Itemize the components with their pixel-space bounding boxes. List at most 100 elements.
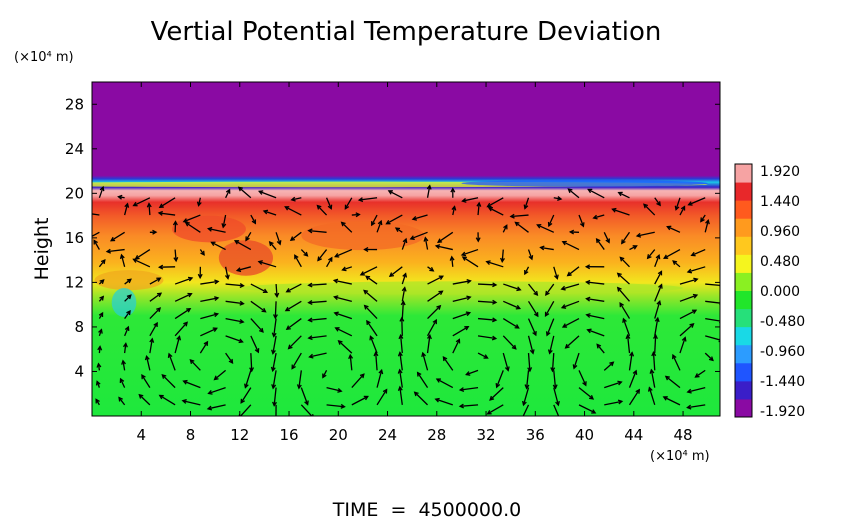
vector-arrow (578, 214, 584, 227)
vector-arrow (462, 197, 479, 202)
vector-arrow (596, 238, 605, 250)
vector-arrowhead (436, 304, 442, 310)
vector-arrow (149, 292, 162, 302)
vector-arrow (436, 378, 454, 389)
vector-arrowhead (708, 356, 714, 362)
vector-arrowhead (674, 205, 680, 211)
vector-arrow (603, 232, 610, 243)
vector-arrowhead (432, 318, 437, 325)
vector-arrow (208, 228, 226, 233)
vector-arrow (654, 271, 663, 285)
vector-arrowhead (382, 388, 388, 394)
vector-arrow (369, 336, 378, 354)
vector-arrowhead (686, 268, 693, 274)
vector-arrowhead (98, 328, 103, 334)
vector-arrow (417, 372, 429, 388)
vector-arrow (225, 352, 234, 364)
vector-arrow (200, 313, 218, 320)
vector-arrow (399, 335, 403, 354)
vector-arrowhead (394, 227, 401, 232)
vector-arrow (200, 280, 219, 285)
vector-arrowhead (333, 311, 339, 317)
vector-arrow (245, 231, 252, 241)
vector-arrowhead (126, 278, 132, 284)
vector-arrowhead (359, 271, 365, 276)
vector-arrow (222, 214, 227, 228)
vector-arrow (119, 378, 126, 388)
vector-arrowhead (328, 256, 333, 262)
colorbar: 1.920 1.440 0.960 0.480 0.000 -0.480 -0.960 -1.… (734, 163, 805, 420)
vector-arrow (687, 266, 706, 273)
vector-arrowhead (409, 235, 415, 240)
vector-arrow (344, 197, 353, 210)
vector-arrowhead (337, 387, 343, 393)
vector-arrow (290, 231, 302, 241)
vector-arrowhead (274, 419, 278, 423)
vector-arrow (622, 318, 631, 337)
vector-arrow (225, 189, 231, 199)
vector-arrow (567, 266, 580, 277)
vector-arrow (587, 188, 605, 199)
vector-arrowhead (284, 306, 290, 312)
vector-arrowhead (438, 290, 444, 296)
vector-arrow (604, 381, 622, 389)
vector-arrowhead (560, 285, 566, 291)
vector-arrowhead (233, 240, 240, 245)
vector-arrow (349, 355, 353, 371)
vector-arrow (687, 386, 706, 393)
vector-arrow (273, 318, 277, 337)
vector-arrowhead (187, 276, 194, 282)
vector-arrowhead (464, 325, 470, 331)
vector-arrowhead (486, 410, 492, 415)
vector-arrow (679, 294, 698, 302)
colorbar-label: -1.440 (760, 374, 805, 390)
vector-arrow (437, 231, 454, 243)
vector-arrowhead (529, 349, 535, 355)
vector-arrowhead (656, 299, 662, 306)
vector-arrow (688, 197, 706, 206)
vector-arrow (214, 369, 227, 380)
vector-arrow (98, 186, 104, 199)
colorbar-swatch (735, 344, 752, 364)
vector-arrow (275, 232, 281, 245)
vector-arrowhead (334, 253, 340, 258)
vector-arrow (326, 386, 342, 392)
y-tick-label: 20 (65, 184, 84, 202)
vector-arrow (388, 190, 403, 199)
x-tick-label: 48 (674, 426, 693, 444)
vector-arrow (636, 231, 655, 237)
vector-arrow (325, 197, 332, 209)
vector-arrowhead (649, 368, 655, 374)
vector-arrow (386, 214, 403, 225)
vector-arrow (679, 323, 694, 337)
vector-arrow (679, 309, 697, 320)
vector-arrow (573, 352, 580, 369)
y-tick-label: 8 (74, 318, 84, 336)
vector-arrowhead (348, 353, 354, 360)
vector-arrowhead (585, 296, 591, 302)
vector-arrowhead (528, 255, 534, 261)
vector-arrowhead (700, 217, 705, 223)
vector-arrow (182, 400, 201, 406)
vector-arrow (275, 284, 278, 297)
vector-arrow (652, 352, 656, 371)
vector-arrowhead (413, 391, 419, 397)
vector-arrowhead (402, 237, 408, 244)
vector-arrow (250, 300, 266, 313)
vector-arrowhead (564, 343, 570, 349)
vector-arrow (510, 214, 529, 218)
vector-arrowhead (514, 324, 520, 329)
vector-arrowhead (272, 314, 278, 320)
colorbar-label: -0.960 (760, 344, 805, 360)
vector-arrowhead (344, 204, 350, 210)
vector-arrowhead (152, 229, 158, 235)
vector-arrowhead (366, 319, 371, 326)
vector-arrowhead (547, 349, 553, 355)
vector-arrowhead (672, 353, 677, 360)
vector-arrowhead (625, 333, 631, 340)
vector-arrowhead (656, 201, 661, 207)
vector-arrow (294, 254, 302, 268)
colorbar-swatch (735, 308, 752, 328)
vector-arrowhead (582, 381, 587, 387)
vector-arrow (161, 374, 176, 389)
